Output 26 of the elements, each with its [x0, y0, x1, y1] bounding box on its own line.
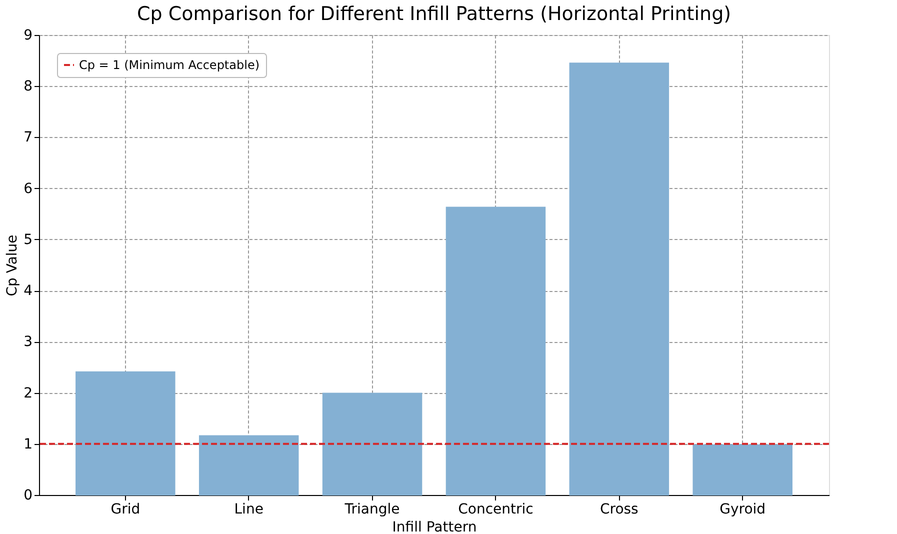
chart-title: Cp Comparison for Different Infill Patterns (Horizontal Printing) — [136, 3, 732, 25]
y-tick-label: 5 — [24, 232, 32, 248]
x-tick-label: Concentric — [458, 502, 534, 518]
bar — [198, 435, 299, 496]
y-tick-label: 1 — [24, 436, 32, 452]
y-tick-label: 9 — [24, 28, 32, 44]
x-tick-label: Cross — [600, 502, 638, 518]
y-tick-label: 0 — [24, 488, 32, 504]
bar — [446, 206, 546, 496]
bar — [76, 371, 176, 496]
bar — [569, 62, 670, 496]
y-tick-label: 2 — [24, 385, 32, 402]
x-tick-label: Grid — [110, 502, 140, 518]
bar — [692, 444, 792, 496]
bar — [322, 392, 422, 496]
x-axis-title: Infill Pattern — [392, 520, 477, 534]
x-tick-label: Triangle — [344, 502, 400, 518]
y-tick-label: 8 — [24, 78, 32, 95]
y-tick-label: 7 — [24, 130, 32, 146]
y-tick-label: 4 — [24, 283, 33, 300]
legend-label: Cp = 1 (Minimum Acceptable) — [79, 58, 260, 72]
y-axis-title: Cp Value — [4, 234, 21, 296]
y-tick-label: 6 — [24, 180, 33, 197]
x-tick-label: Gyroid — [720, 502, 766, 518]
y-tick-label: 3 — [24, 334, 32, 350]
x-tick-label: Line — [234, 502, 264, 518]
